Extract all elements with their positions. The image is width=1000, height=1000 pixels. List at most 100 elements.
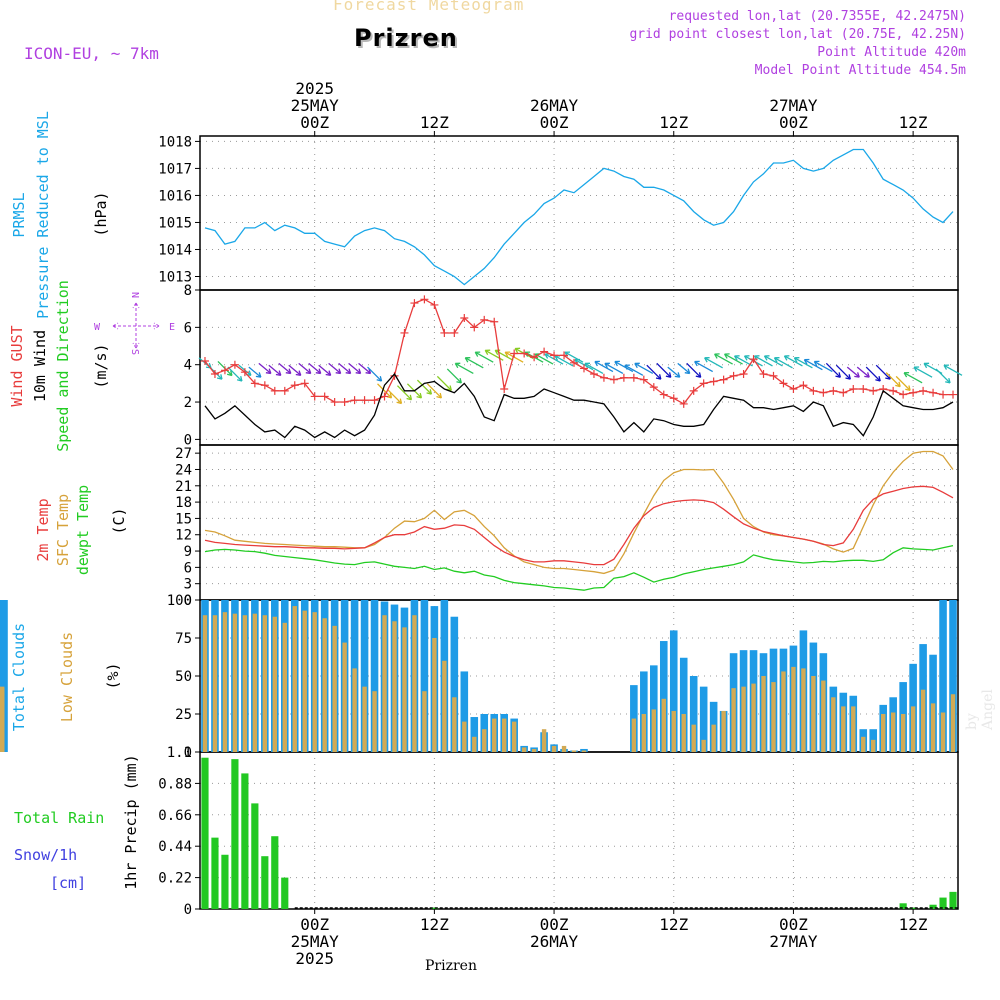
temp-axis-label: dewpt Temp [74, 485, 92, 575]
wind-arrow-head [426, 389, 433, 395]
gust-point [270, 386, 279, 395]
gust-point [550, 351, 559, 360]
wind-arrow-head [614, 360, 620, 367]
low-cloud-bar [302, 610, 307, 752]
gust-point [250, 379, 259, 388]
pressure-ytick-label: 1013 [158, 269, 192, 285]
compass-west: W [94, 322, 101, 333]
wind-arrow-head [604, 362, 610, 369]
wind-direction-arrow [656, 362, 672, 378]
point-altitude: Point Altitude 420m [817, 45, 966, 60]
model-altitude: Model Point Altitude 454.5m [754, 63, 966, 78]
total-cloud-bar [0, 600, 8, 752]
wind-arrow-head [594, 360, 600, 367]
total-cloud-bar [949, 600, 957, 752]
gust-point [360, 396, 369, 405]
temp-grid [195, 445, 958, 601]
wind-direction-arrow [554, 355, 574, 367]
gust-point [370, 396, 379, 405]
temp-series-line [204, 485, 954, 566]
gust-point [659, 390, 668, 399]
time-label-top: 00Z [300, 113, 329, 132]
pressure-frame [199, 135, 959, 291]
gust-point [460, 314, 469, 323]
wind-direction-arrow [704, 357, 723, 369]
time-label-top: 25MAY [291, 96, 340, 115]
gust-point [490, 317, 499, 326]
gust-point [759, 370, 768, 379]
wind-direction-arrow [774, 357, 793, 369]
gust-point [949, 390, 958, 399]
rain-bar [281, 877, 289, 909]
precip-ytick-label: 0.66 [158, 808, 192, 824]
low-cloud-bar [631, 718, 637, 752]
time-label-top: 00Z [779, 113, 808, 132]
low-cloud-bar [511, 721, 517, 752]
pressure-axis-label: PRMSL [10, 192, 28, 237]
wind-direction-arrow [377, 383, 392, 399]
wind-direction-arrow [387, 388, 402, 404]
pressure-ytick-label: 1016 [158, 188, 192, 204]
wind-direction-arrow [258, 362, 272, 374]
precip-ytick-label: 1.1 [167, 745, 192, 761]
rain-bar [221, 854, 229, 909]
low-cloud-bar [502, 718, 507, 752]
wind-arrow-head [704, 357, 710, 363]
wind-arrow-head [674, 372, 681, 378]
total-cloud-bar [699, 686, 708, 752]
time-label-top: 12Z [420, 113, 449, 132]
gust-point [749, 355, 758, 364]
chart-title: Forecast Meteogram [333, 0, 525, 14]
rain-bar [261, 856, 269, 909]
gust-point [609, 375, 618, 384]
wind-arrow-head [895, 381, 901, 388]
wind-arrow-head [504, 351, 511, 357]
time-label-bottom: 27MAY [769, 932, 818, 951]
wind-arrow-head [335, 368, 342, 375]
wind-direction-arrow [686, 362, 702, 378]
low-cloud-bar [721, 710, 726, 752]
low-cloud-bar [771, 682, 776, 752]
low-cloud-bar [322, 618, 327, 752]
time-label-bottom: 12Z [420, 915, 449, 934]
cloud-ytick-label: 0 [184, 745, 192, 761]
low-cloud-bar [252, 613, 258, 752]
wind-arrow-head [695, 372, 702, 378]
wind-arrow-head [943, 364, 950, 370]
time-label-top: 26MAY [530, 96, 579, 115]
gust-point [829, 386, 838, 395]
wind-direction-arrow [634, 362, 654, 375]
total-cloud-bar [939, 600, 947, 752]
rain-bar [430, 907, 438, 910]
low-cloud-bar [581, 750, 587, 752]
wind-direction-arrow [358, 362, 371, 374]
gust-point [210, 370, 219, 379]
sfc-series-line [204, 450, 954, 575]
wind-arrow-head [803, 358, 810, 365]
rain-bar [929, 904, 937, 909]
gust-point [570, 358, 579, 367]
time-label-bottom: 26MAY [530, 932, 579, 951]
pressure-grid [195, 136, 958, 290]
wind-arrow-head [236, 376, 243, 382]
gust-point [310, 392, 319, 401]
gust-point [420, 295, 429, 304]
wind-direction-arrow [804, 359, 823, 371]
wind-arrow-head [813, 360, 820, 367]
gust-point [220, 366, 229, 375]
temp-ytick-label: 6 [184, 560, 192, 576]
gust-point [919, 386, 928, 395]
low-cloud-bar [671, 710, 676, 752]
wind-ytick-label: 2 [184, 395, 192, 411]
wind-ytick-label: 6 [184, 320, 192, 336]
temp-ytick-label: 15 [175, 511, 192, 527]
wind-arrow-head [875, 376, 881, 382]
low-cloud-bar [701, 739, 706, 752]
low-cloud-bar [242, 615, 248, 752]
precip-ytick-label: 0.22 [158, 871, 192, 887]
gust-point [530, 353, 539, 362]
wind-arrow-head [923, 362, 930, 369]
low-cloud-bar [871, 739, 876, 752]
low-cloud-bar [751, 683, 756, 752]
low-cloud-bar [352, 668, 357, 752]
